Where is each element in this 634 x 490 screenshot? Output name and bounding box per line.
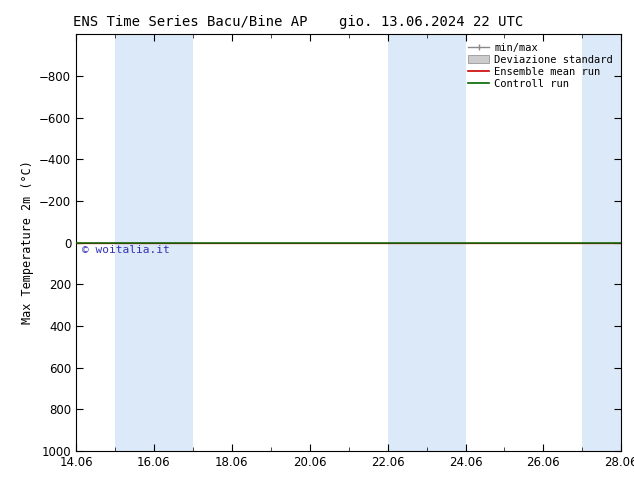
Bar — [115, 34, 154, 451]
Legend: min/max, Deviazione standard, Ensemble mean run, Controll run: min/max, Deviazione standard, Ensemble m… — [465, 40, 616, 92]
Bar — [427, 34, 465, 451]
Bar — [154, 34, 193, 451]
Text: ENS Time Series Bacu/Bine AP: ENS Time Series Bacu/Bine AP — [73, 15, 307, 29]
Bar — [583, 34, 621, 451]
Bar — [387, 34, 427, 451]
Y-axis label: Max Temperature 2m (°C): Max Temperature 2m (°C) — [20, 161, 34, 324]
Text: © woitalia.it: © woitalia.it — [82, 245, 169, 255]
Text: gio. 13.06.2024 22 UTC: gio. 13.06.2024 22 UTC — [339, 15, 523, 29]
